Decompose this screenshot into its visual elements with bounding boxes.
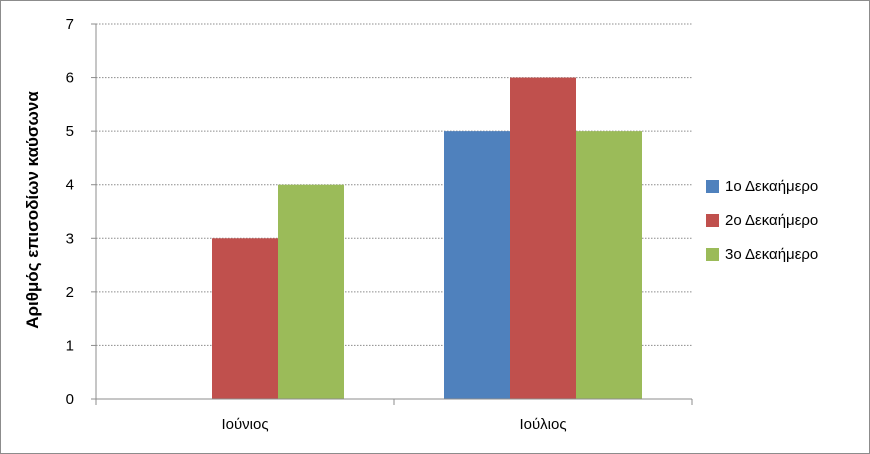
axes: [91, 23, 693, 405]
bars: [212, 77, 642, 400]
legend-label-1: 1ο Δεκαήμερο: [725, 177, 819, 195]
legend-swatch-2: [706, 213, 719, 227]
bar-2-1: [212, 238, 278, 399]
bar-1-2: [444, 131, 510, 399]
x-tick-label: Ιούνιος: [221, 416, 268, 433]
legend-label-2: 2ο Δεκαήμερο: [725, 211, 819, 229]
bar-3-2: [576, 131, 642, 399]
legend-label-3: 3ο Δεκαήμερο: [725, 245, 819, 263]
y-tick-label: 5: [66, 123, 74, 140]
y-tick-labels: 0 1 2 3 4 5 6 7: [66, 16, 74, 408]
legend-swatch-3: [706, 247, 719, 261]
x-tick-labels: Ιούνιος Ιούλιος: [221, 416, 566, 433]
gridlines: [96, 23, 692, 346]
y-tick-label: 0: [66, 391, 74, 408]
legend-swatch-1: [706, 179, 719, 193]
legend-item-3: 3ο Δεκαήμερο: [706, 244, 818, 264]
y-axis-label: Αριθμός επισοδίων καύσωνα: [23, 91, 42, 329]
legend-item-1: 1ο Δεκαήμερο: [706, 176, 818, 196]
y-tick-label: 6: [66, 70, 74, 87]
x-tick-label: Ιούλιος: [519, 416, 566, 433]
bar-3-1: [278, 184, 344, 399]
y-tick-label: 4: [66, 177, 74, 194]
y-tick-label: 3: [66, 230, 74, 247]
y-tick-label: 7: [66, 16, 74, 33]
y-tick-label: 1: [66, 337, 74, 354]
legend: 1ο Δεκαήμερο 2ο Δεκαήμερο 3ο Δεκαήμερο: [706, 176, 818, 278]
legend-item-2: 2ο Δεκαήμερο: [706, 210, 818, 230]
bar-2-2: [510, 77, 576, 400]
y-tick-label: 2: [66, 284, 74, 301]
